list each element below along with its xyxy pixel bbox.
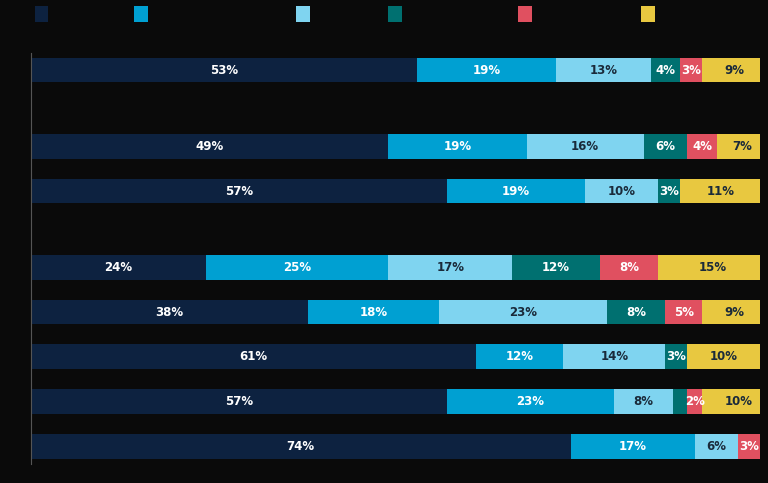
Bar [446, 179, 585, 203]
Bar [31, 255, 206, 280]
Bar [571, 434, 694, 459]
Text: 3%: 3% [667, 350, 687, 363]
Text: 6%: 6% [655, 140, 676, 153]
Text: 25%: 25% [283, 261, 311, 274]
Text: 10%: 10% [607, 185, 636, 198]
Text: 10%: 10% [710, 350, 738, 363]
Text: 9%: 9% [725, 306, 745, 318]
Text: 17%: 17% [436, 261, 464, 274]
Bar [556, 57, 650, 82]
Text: 53%: 53% [210, 63, 238, 76]
Text: 11%: 11% [707, 185, 734, 198]
Text: 57%: 57% [224, 185, 253, 198]
Bar [650, 57, 680, 82]
Text: 19%: 19% [502, 185, 530, 198]
Bar [665, 344, 687, 369]
Text: 12%: 12% [505, 350, 534, 363]
Bar [702, 299, 768, 324]
Bar [680, 57, 702, 82]
Bar [563, 344, 665, 369]
Text: 17%: 17% [619, 440, 647, 453]
Text: 5%: 5% [674, 306, 694, 318]
Text: 10%: 10% [724, 395, 753, 408]
Text: 9%: 9% [725, 63, 745, 76]
Bar [31, 299, 308, 324]
Bar [702, 389, 768, 414]
Bar [31, 179, 446, 203]
Text: 7%: 7% [732, 140, 752, 153]
Bar [614, 389, 673, 414]
Text: 8%: 8% [619, 261, 639, 274]
Bar [512, 255, 600, 280]
Bar [31, 434, 571, 459]
Bar [658, 179, 680, 203]
Bar [680, 179, 760, 203]
Text: 18%: 18% [359, 306, 388, 318]
Bar [717, 134, 768, 158]
Bar [585, 179, 658, 203]
Text: 38%: 38% [155, 306, 184, 318]
Text: 57%: 57% [224, 395, 253, 408]
Text: 3%: 3% [740, 440, 760, 453]
Text: 23%: 23% [509, 306, 537, 318]
Text: 3%: 3% [659, 185, 679, 198]
Bar [308, 299, 439, 324]
Bar [694, 434, 738, 459]
Text: 13%: 13% [590, 63, 617, 76]
Bar [673, 389, 687, 414]
Text: 15%: 15% [699, 261, 727, 274]
Text: 6%: 6% [707, 440, 727, 453]
Bar [658, 255, 768, 280]
Bar [31, 134, 388, 158]
Bar [607, 299, 665, 324]
Bar [31, 344, 475, 369]
Text: 24%: 24% [104, 261, 132, 274]
Text: 2%: 2% [685, 395, 704, 408]
Bar [31, 57, 418, 82]
Bar [475, 344, 563, 369]
Text: 4%: 4% [692, 140, 712, 153]
Bar [31, 389, 446, 414]
Bar [739, 434, 760, 459]
Bar [206, 255, 388, 280]
Text: 8%: 8% [634, 395, 654, 408]
Text: 49%: 49% [195, 140, 223, 153]
Bar [687, 344, 760, 369]
Text: 74%: 74% [286, 440, 315, 453]
Text: 12%: 12% [542, 261, 570, 274]
Text: 19%: 19% [472, 63, 501, 76]
Bar [388, 255, 512, 280]
Bar [446, 389, 614, 414]
Bar [687, 134, 717, 158]
Bar [527, 134, 644, 158]
Text: 16%: 16% [571, 140, 599, 153]
Bar [418, 57, 556, 82]
Text: 19%: 19% [443, 140, 472, 153]
Bar [644, 134, 687, 158]
Bar [687, 389, 702, 414]
Text: 23%: 23% [517, 395, 545, 408]
Text: 4%: 4% [655, 63, 676, 76]
Bar [665, 299, 702, 324]
Text: 8%: 8% [626, 306, 647, 318]
Text: 14%: 14% [601, 350, 628, 363]
Text: 3%: 3% [681, 63, 701, 76]
Bar [388, 134, 527, 158]
Text: 61%: 61% [239, 350, 267, 363]
Bar [600, 255, 658, 280]
Bar [702, 57, 768, 82]
Bar [439, 299, 607, 324]
